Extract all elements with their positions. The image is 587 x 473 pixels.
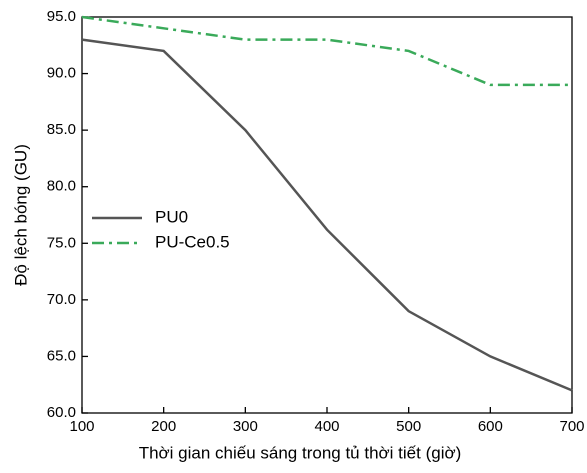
x-tick-label: 700 <box>559 418 584 435</box>
y-axis-label: Độ lệch bóng (GU) <box>11 144 30 286</box>
y-tick-label: 65.0 <box>47 347 76 364</box>
x-tick-label: 300 <box>233 418 258 435</box>
legend-label: PU0 <box>155 207 188 226</box>
y-tick-label: 60.0 <box>47 404 76 421</box>
x-tick-label: 200 <box>151 418 176 435</box>
y-tick-label: 75.0 <box>47 234 76 251</box>
x-axis-label: Thời gian chiếu sáng trong tủ thời tiết … <box>139 443 462 462</box>
y-tick-label: 90.0 <box>47 65 76 82</box>
x-tick-label: 500 <box>396 418 421 435</box>
y-tick-label: 95.0 <box>47 8 76 25</box>
x-tick-label: 100 <box>69 418 94 435</box>
legend-label: PU-Ce0.5 <box>155 232 230 251</box>
y-tick-label: 80.0 <box>47 178 76 195</box>
y-tick-label: 70.0 <box>47 291 76 308</box>
x-tick-label: 400 <box>314 418 339 435</box>
series-line <box>81 38 573 392</box>
x-tick-label: 600 <box>478 418 503 435</box>
y-tick-label: 85.0 <box>47 121 76 138</box>
series-line <box>81 15 572 87</box>
